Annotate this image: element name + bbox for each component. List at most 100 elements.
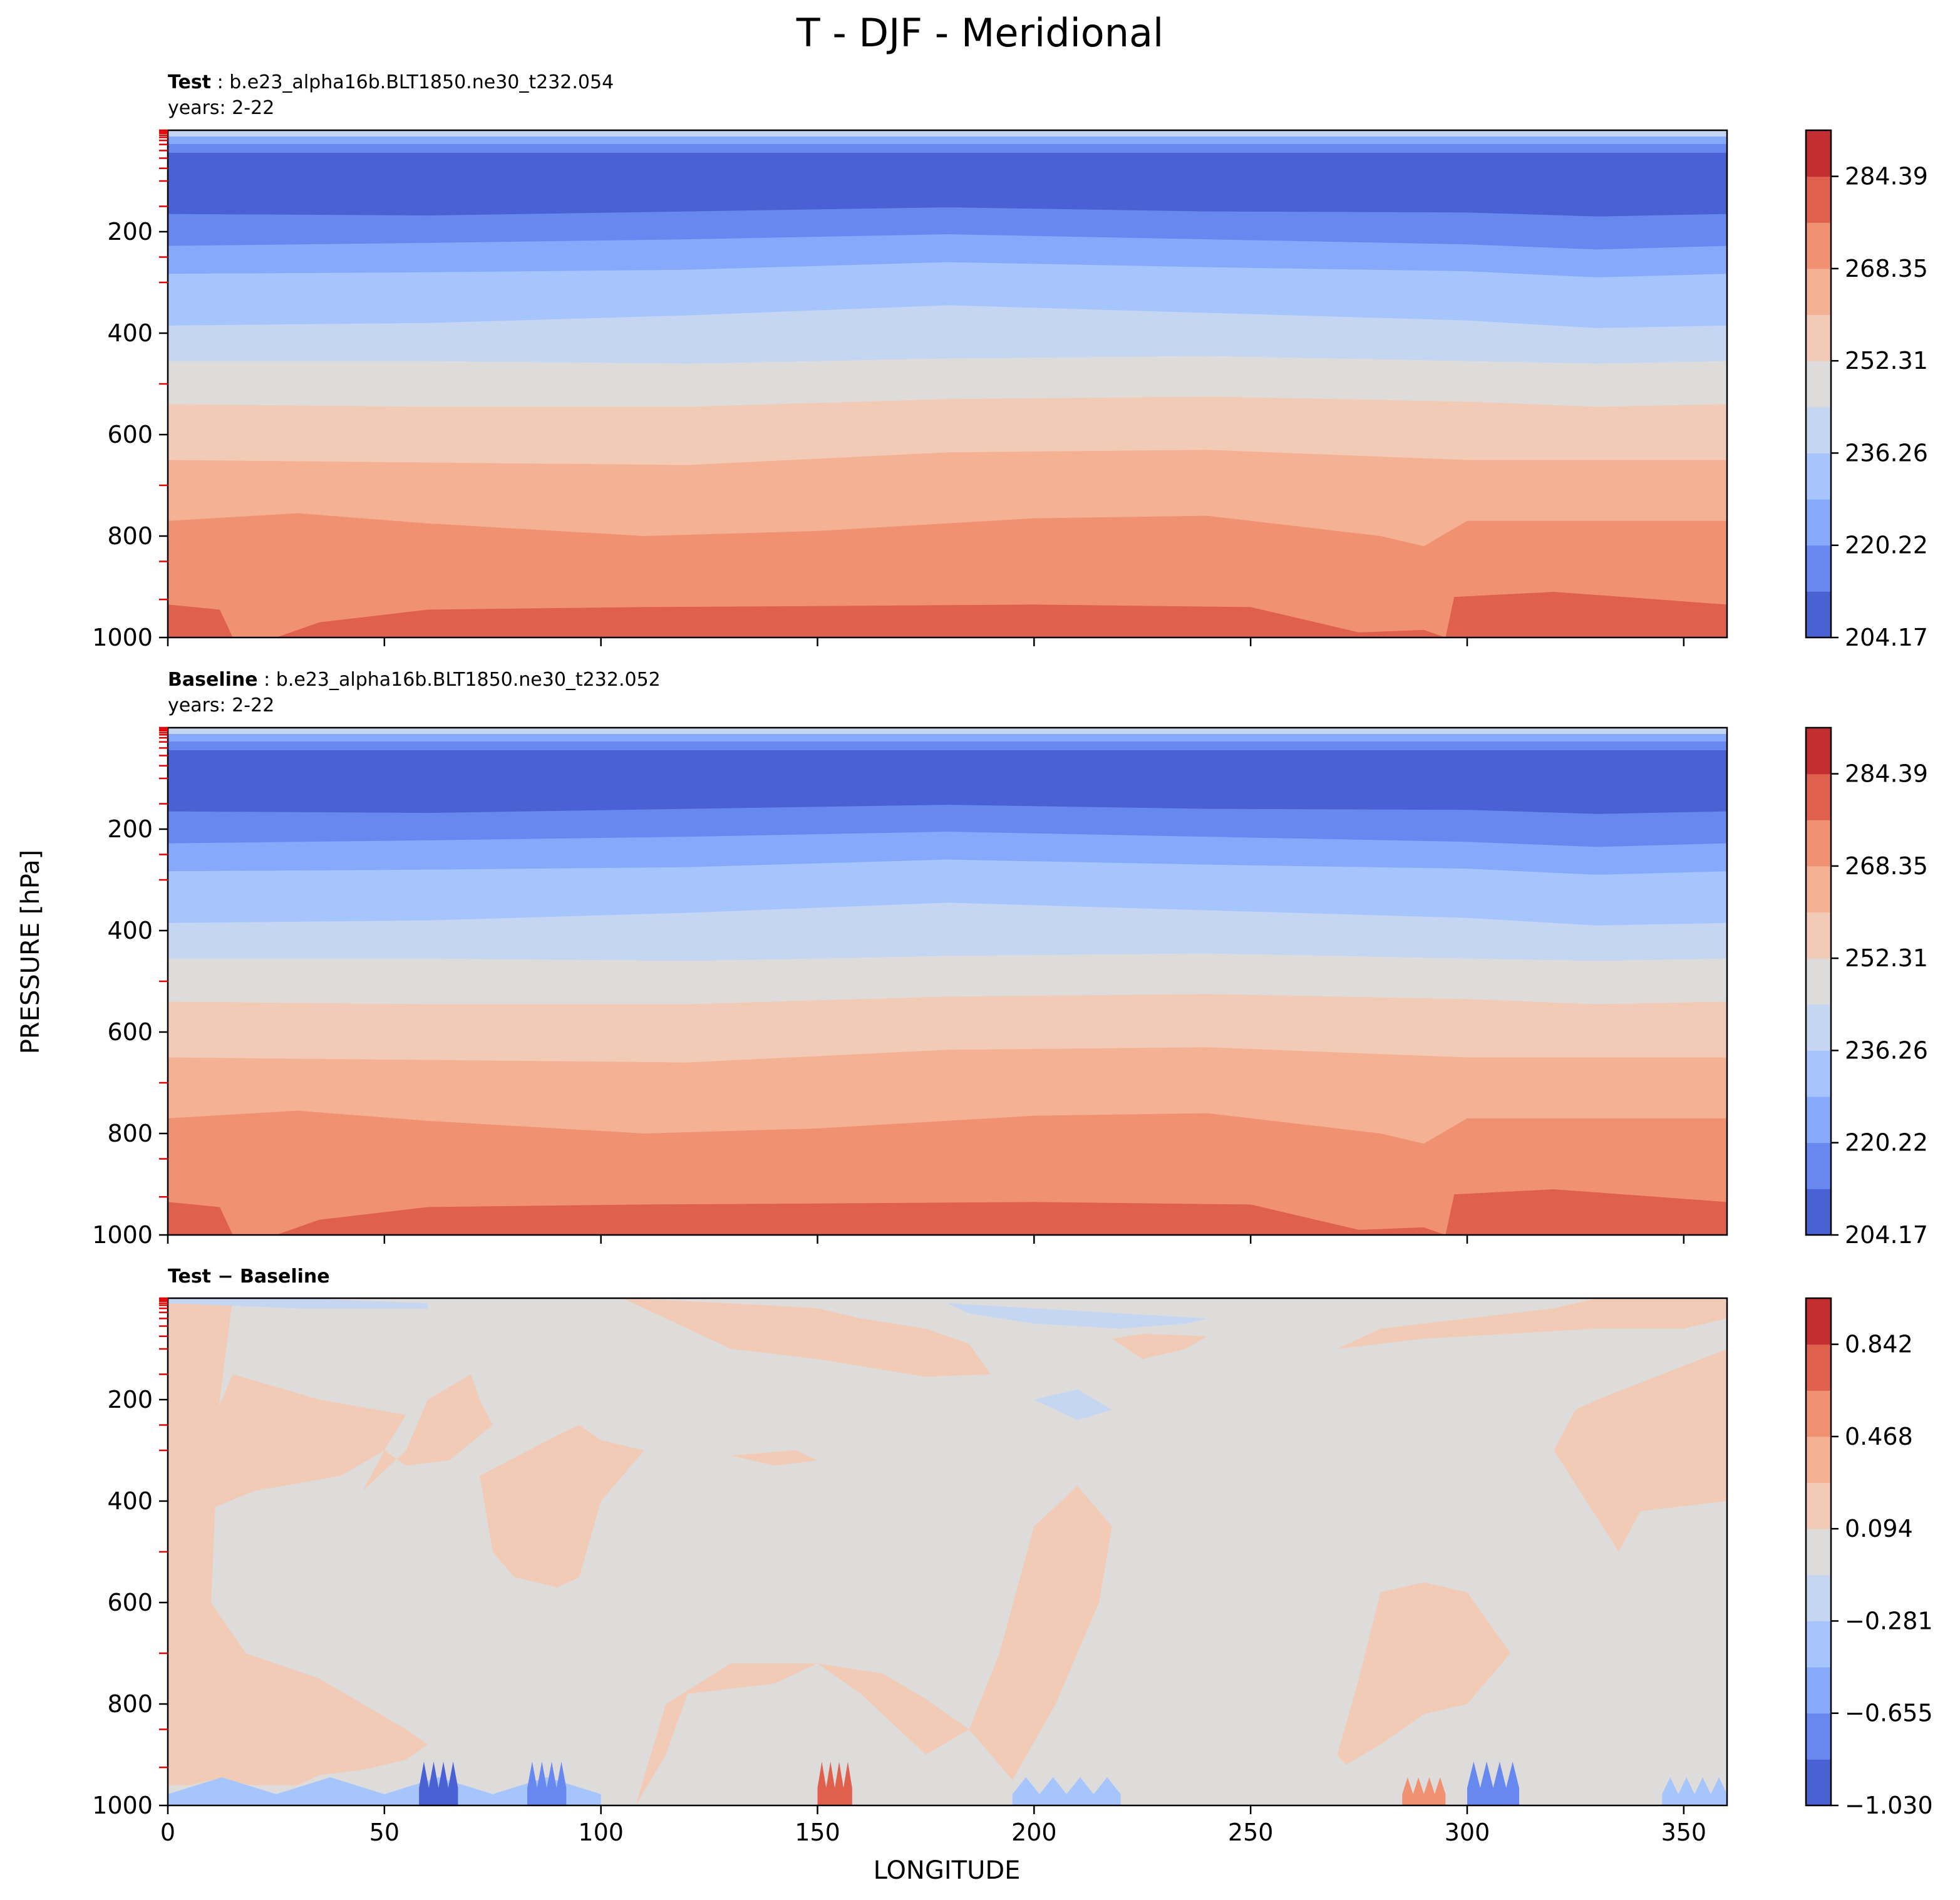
difference-surface-anomaly-6 xyxy=(1467,1762,1519,1805)
difference-x-tick-label-4: 200 xyxy=(1011,1819,1057,1846)
baseline-colorbar-tick-label-0: 204.17 xyxy=(1845,1221,1928,1249)
difference-region-4 xyxy=(622,1298,991,1377)
test-band-9 xyxy=(168,592,1727,638)
difference-colorbar-segment-2 xyxy=(1806,1667,1831,1714)
difference-surface-anomaly-2 xyxy=(527,1762,567,1805)
baseline-colorbar-segment-7 xyxy=(1806,865,1831,913)
difference-x-tick-label-2: 100 xyxy=(578,1819,624,1846)
baseline-years: years: 2-22 xyxy=(168,694,274,716)
baseline-plot-area xyxy=(168,728,1727,1235)
baseline-band-9 xyxy=(168,1189,1727,1235)
test-colorbar-segment-7 xyxy=(1806,268,1831,316)
difference-colorbar-tick-label-1: −0.655 xyxy=(1845,1700,1933,1727)
baseline-colorbar-segment-3 xyxy=(1806,1050,1831,1097)
test-y-tick-label-0: 200 xyxy=(107,218,153,245)
difference-region-8 xyxy=(1112,1333,1207,1360)
difference-colorbar-segment-10 xyxy=(1806,1298,1831,1345)
test-colorbar-tick-label-0: 204.17 xyxy=(1845,624,1928,651)
baseline-colorbar-segment-10 xyxy=(1806,728,1831,775)
baseline-colorbar-segment-8 xyxy=(1806,820,1831,867)
baseline-y-tick-label-4: 1000 xyxy=(92,1221,153,1249)
difference-colorbar-segment-6 xyxy=(1806,1482,1831,1529)
baseline-colorbar-tick-label-1: 220.22 xyxy=(1845,1129,1928,1157)
baseline-colorbar-segment-0 xyxy=(1806,1189,1831,1236)
difference-region-11 xyxy=(1554,1349,1727,1552)
difference-region-7 xyxy=(969,1485,1112,1780)
difference-surface-anomaly-0 xyxy=(168,1777,601,1805)
difference-colorbar-segment-0 xyxy=(1806,1759,1831,1806)
test-colorbar-segment-10 xyxy=(1806,130,1831,177)
baseline-y-tick-label-1: 400 xyxy=(107,917,153,944)
difference-colorbar-tick-label-3: 0.094 xyxy=(1845,1515,1913,1542)
test-colorbar-tick-label-3: 252.31 xyxy=(1845,347,1928,374)
baseline-band-8 xyxy=(168,1110,1727,1235)
difference-colorbar-segment-5 xyxy=(1806,1529,1831,1576)
difference-y-tick-label-2: 600 xyxy=(107,1589,153,1616)
difference-colorbar-tick-label-0: −1.030 xyxy=(1845,1792,1933,1819)
test-colorbar-segment-1 xyxy=(1806,545,1831,592)
baseline-header: Baseline : b.e23_alpha16b.BLT1850.ne30_t… xyxy=(168,669,661,691)
difference-x-tick-label-0: 0 xyxy=(160,1819,175,1846)
difference-surface-anomaly-7 xyxy=(1662,1777,1727,1805)
baseline-strat-band-c xyxy=(168,741,1727,750)
test-colorbar-segment-6 xyxy=(1806,314,1831,361)
difference-region-12 xyxy=(168,1298,428,1309)
difference-region-6 xyxy=(636,1663,969,1805)
test-plot-area xyxy=(168,130,1727,638)
test-colorbar-segment-3 xyxy=(1806,453,1831,500)
test-colorbar-tick-label-1: 220.22 xyxy=(1845,532,1928,559)
difference-colorbar-tick-label-4: 0.468 xyxy=(1845,1423,1913,1450)
test-colorbar-segment-8 xyxy=(1806,222,1831,269)
difference-region-5 xyxy=(731,1450,818,1466)
difference-surface-anomaly-3 xyxy=(817,1762,852,1805)
baseline-panel: Baseline : b.e23_alpha16b.BLT1850.ne30_t… xyxy=(92,669,1928,1249)
test-colorbar-segment-4 xyxy=(1806,406,1831,453)
baseline-colorbar-segment-9 xyxy=(1806,773,1831,820)
test-y-tick-label-1: 400 xyxy=(107,319,153,347)
difference-y-tick-label-4: 1000 xyxy=(92,1792,153,1819)
test-colorbar-tick-label-4: 268.35 xyxy=(1845,255,1928,282)
difference-region-1 xyxy=(168,1374,406,1527)
difference-region-3 xyxy=(480,1425,644,1588)
test-colorbar-segment-2 xyxy=(1806,499,1831,546)
figure-title: T - DJF - Meridional xyxy=(796,10,1164,56)
difference-surface-anomaly-5 xyxy=(1402,1777,1446,1805)
baseline-y-tick-label-0: 200 xyxy=(107,815,153,843)
difference-region-13 xyxy=(947,1303,1207,1329)
difference-region-10 xyxy=(1337,1298,1727,1349)
baseline-colorbar-segment-6 xyxy=(1806,912,1831,959)
difference-header: Test − Baseline xyxy=(168,1266,330,1288)
test-y-tick-label-2: 600 xyxy=(107,421,153,448)
difference-region-2 xyxy=(363,1374,493,1491)
difference-x-tick-label-1: 50 xyxy=(369,1819,400,1846)
test-colorbar-tick-label-2: 236.26 xyxy=(1845,439,1928,467)
test-years: years: 2-22 xyxy=(168,97,274,119)
baseline-colorbar-frame xyxy=(1805,726,1832,1236)
test-header-case: : b.e23_alpha16b.BLT1850.ne30_t232.054 xyxy=(217,71,614,93)
difference-colorbar-tick-label-2: −0.281 xyxy=(1845,1607,1933,1634)
difference-region-0 xyxy=(168,1298,428,1785)
test-header-bold: Test xyxy=(168,71,211,93)
baseline-colorbar-tick-label-3: 252.31 xyxy=(1845,944,1928,972)
baseline-strat-band-a xyxy=(168,728,1727,734)
baseline-colorbar-segment-2 xyxy=(1806,1097,1831,1144)
baseline-colorbar-segment-5 xyxy=(1806,958,1831,1005)
test-colorbar-segment-9 xyxy=(1806,176,1831,223)
difference-region-14 xyxy=(1034,1389,1112,1420)
test-header: Test : b.e23_alpha16b.BLT1850.ne30_t232.… xyxy=(168,71,614,93)
difference-colorbar-segment-9 xyxy=(1806,1344,1831,1391)
test-strat-band-a xyxy=(168,130,1727,137)
difference-colorbar-tick-label-5: 0.842 xyxy=(1845,1331,1913,1358)
difference-x-tick-label-3: 150 xyxy=(795,1819,840,1846)
y-axis-label: PRESSURE [hPa] xyxy=(16,850,45,1054)
test-colorbar-segment-5 xyxy=(1806,361,1831,408)
difference-colorbar-segment-1 xyxy=(1806,1713,1831,1760)
test-colorbar-tick-label-5: 284.39 xyxy=(1845,163,1928,190)
difference-surface-anomaly-4 xyxy=(1012,1777,1121,1805)
difference-y-tick-label-1: 400 xyxy=(107,1487,153,1515)
test-y-tick-label-3: 800 xyxy=(107,522,153,550)
difference-colorbar-segment-8 xyxy=(1806,1390,1831,1437)
difference-surface-anomaly-1 xyxy=(419,1762,458,1805)
test-colorbar-frame xyxy=(1805,129,1832,639)
difference-colorbar-frame xyxy=(1805,1297,1832,1807)
